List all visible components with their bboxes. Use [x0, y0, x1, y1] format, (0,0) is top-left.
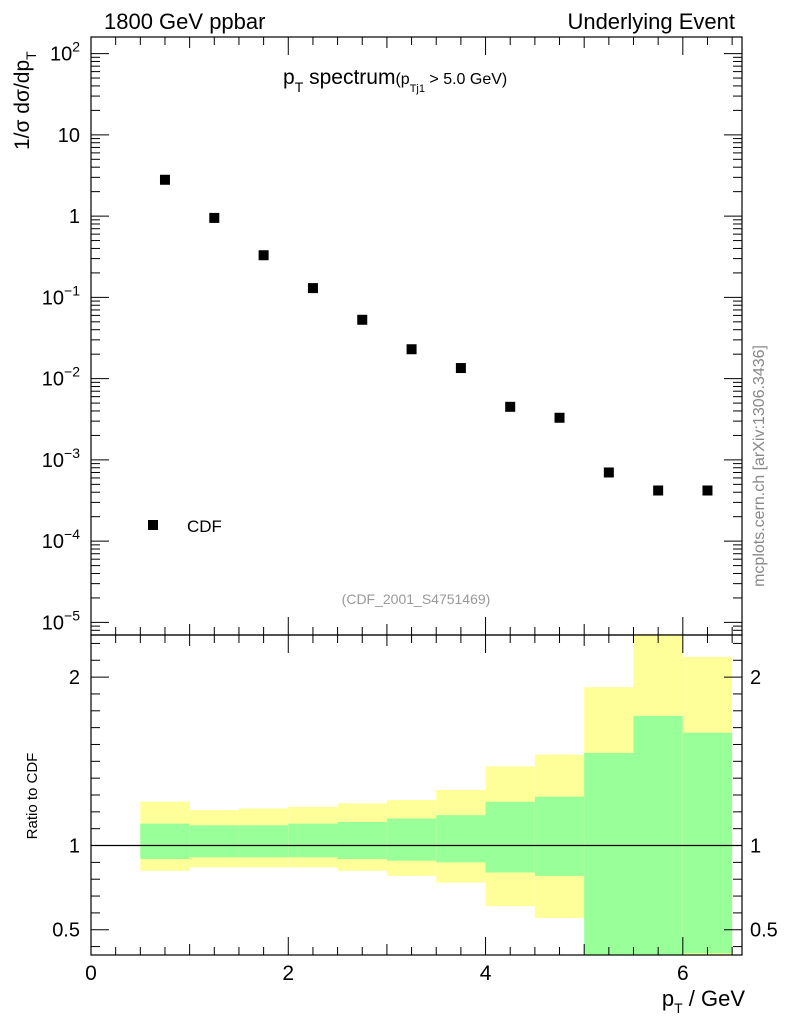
x-tick-label-4: 4	[480, 962, 492, 985]
title-p: p	[283, 66, 295, 89]
y-tick-label: 1	[69, 206, 80, 228]
ratio-y-tick-label-right-0.5: 0.5	[750, 920, 778, 942]
data-point-cdf-0	[159, 174, 170, 185]
title-cut-sub: Tj1	[410, 83, 425, 95]
ratio-y-tick-label-left-2: 2	[69, 667, 80, 689]
ratio-inner-band-0	[140, 823, 190, 859]
data-point-cdf-10	[653, 485, 664, 496]
y-tick-label: 10−1	[42, 282, 80, 309]
x-tick-label-6: 6	[677, 962, 689, 985]
x-tick-label-2: 2	[282, 962, 294, 985]
ratio-inner-band-5	[386, 818, 437, 861]
ratio-inner-band-10	[633, 715, 683, 955]
data-point-cdf-3	[307, 283, 318, 294]
ratio-inner-band-6	[436, 815, 486, 863]
main-ylabel-sub: T	[23, 51, 39, 60]
data-point-cdf-8	[554, 412, 565, 423]
y-tick-label: 102	[50, 39, 80, 66]
watermark-label: mcplots.cern.ch [arXiv:1306.3436]	[751, 345, 768, 587]
y-tick-label: 10−2	[42, 364, 80, 391]
legend-label-cdf: CDF	[187, 517, 222, 536]
x-tick-label-0: 0	[85, 962, 97, 985]
data-point-cdf-5	[406, 344, 417, 355]
x-axis-label: pT / GeV	[662, 986, 745, 1016]
data-point-cdf-4	[357, 314, 368, 325]
y-tick-label: 10	[58, 125, 80, 147]
title-cut-open: (p	[395, 71, 409, 88]
ratio-y-tick-label-right-2: 2	[750, 667, 761, 689]
y-tick-label: 10−4	[42, 526, 80, 553]
data-point-cdf-6	[455, 363, 466, 374]
ratio-y-tick-label-right-1: 1	[750, 836, 761, 858]
title-rest: spectrum	[303, 66, 395, 89]
ratio-inner-band-4	[337, 821, 387, 859]
main-ylabel: 1/σ dσ/dpT	[11, 51, 39, 150]
title-p-sub: T	[295, 79, 304, 95]
legend-marker-cdf	[148, 520, 158, 530]
analysis-annotation: (CDF_2001_S4751469)	[342, 591, 491, 607]
header-right-label: Underlying Event	[567, 9, 735, 34]
data-point-cdf-2	[258, 250, 269, 261]
ratio-inner-band-3	[288, 823, 338, 858]
title-cut-rest: > 5.0 GeV)	[425, 71, 507, 88]
main-plot-area: 102 10 1 10−1 10−2 10−3 10−4 10−5	[42, 36, 743, 636]
ratio-plot-area: 0 2 4 6 0.5 0.5 1 1 2 2	[52, 634, 778, 985]
data-point-cdf-7	[505, 401, 516, 412]
main-frame	[90, 36, 743, 636]
data-point-cdf-1	[209, 212, 220, 223]
ratio-y-tick-label-left-1: 1	[69, 836, 80, 858]
data-point-cdf-9	[603, 467, 614, 478]
ratio-inner-band-11	[682, 732, 733, 954]
main-title: pT spectrum(pTj1 > 5.0 GeV)	[283, 66, 507, 95]
y-tick-label: 10−3	[42, 445, 80, 472]
ratio-inner-band-1	[189, 825, 239, 858]
xlabel-sub: T	[674, 1000, 683, 1016]
ratio-ylabel: Ratio to CDF	[24, 753, 41, 840]
y-tick-label: 10−5	[42, 607, 80, 634]
ratio-y-tick-label-left-0.5: 0.5	[52, 920, 80, 942]
ratio-inner-band-2	[238, 825, 289, 858]
xlabel-p: p	[662, 986, 674, 1011]
data-point-cdf-11	[702, 485, 713, 496]
header-left-label: 1800 GeV ppbar	[104, 9, 265, 34]
ratio-inner-band-9	[584, 752, 634, 955]
main-ylabel-text: 1/σ dσ/dp	[11, 60, 34, 150]
ratio-inner-band-8	[534, 796, 585, 876]
ratio-inner-band-7	[485, 801, 535, 873]
xlabel-rest: / GeV	[683, 986, 746, 1011]
